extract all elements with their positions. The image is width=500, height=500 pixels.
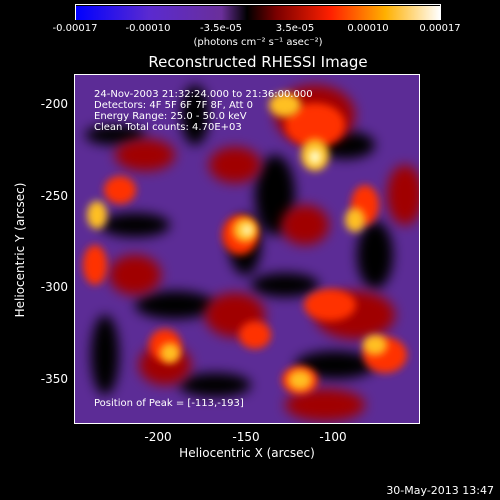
x-tick-label: -200 (144, 430, 172, 444)
rhessi-image (74, 74, 420, 424)
y-axis-label: Heliocentric Y (arcsec) (13, 182, 27, 318)
colorbar-tick: 0.00017 (419, 23, 461, 34)
info-energy-range: Energy Range: 25.0 - 50.0 keV (94, 111, 247, 122)
colorbar-tick: -0.00017 (52, 23, 98, 34)
colorbar-tick: 3.5e-05 (275, 23, 315, 34)
x-tick-label: -100 (319, 430, 347, 444)
info-time-range: 24-Nov-2003 21:32:24.000 to 21:36:00.000 (94, 89, 313, 100)
image-title: Reconstructed RHESSI Image (148, 53, 368, 71)
y-tick-label: -300 (40, 280, 68, 294)
colorbar-tick: 0.00010 (347, 23, 389, 34)
timestamp: 30-May-2013 13:47 (386, 484, 494, 497)
image-heatmap (75, 75, 419, 423)
peak-position: Position of Peak = [-113,-193] (94, 398, 244, 409)
y-tick-label: -350 (40, 372, 68, 386)
y-tick-label: -250 (40, 189, 68, 203)
y-tick-label: -200 (40, 97, 68, 111)
colorbar-tick: -3.5e-05 (200, 23, 242, 34)
colorbar-tick: -0.00010 (125, 23, 171, 34)
colorbar-units: (photons cm⁻² s⁻¹ asec⁻²) (193, 37, 323, 48)
x-tick-label: -150 (232, 430, 260, 444)
colorbar-gradient (76, 6, 440, 20)
info-counts: Clean Total counts: 4.70E+03 (94, 122, 242, 133)
x-axis-label: Heliocentric X (arcsec) (179, 446, 315, 460)
info-detectors: Detectors: 4F 5F 6F 7F 8F, Att 0 (94, 100, 254, 111)
colorbar (75, 4, 441, 20)
